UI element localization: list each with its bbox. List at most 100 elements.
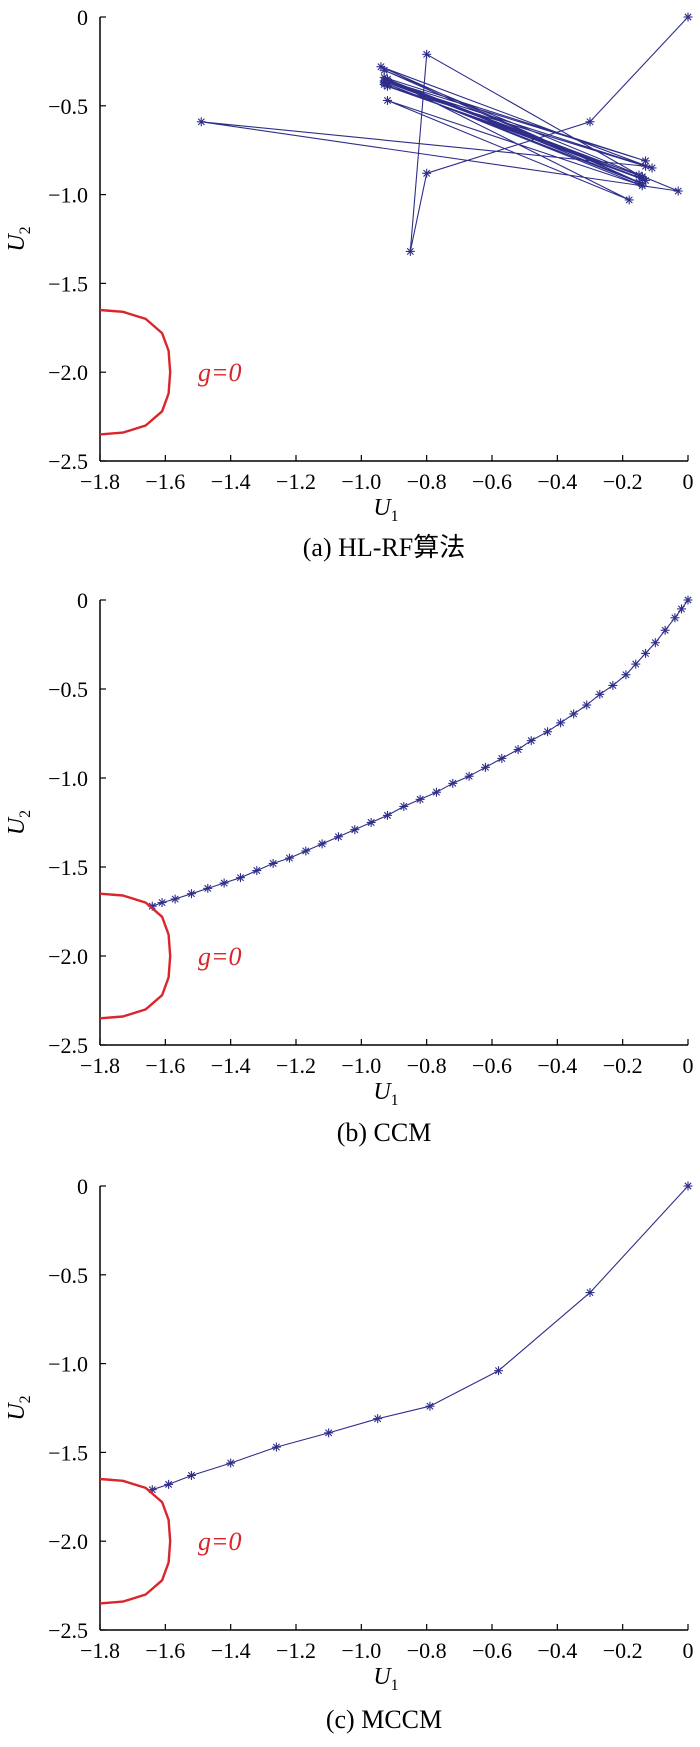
x-tick-label: −1.4 xyxy=(211,1053,251,1078)
iteration-path xyxy=(152,1185,689,1491)
data-point xyxy=(647,163,657,173)
x-tick-label: −1.2 xyxy=(276,469,316,494)
data-point xyxy=(405,246,415,256)
limit-state-label: g=0 xyxy=(198,942,242,971)
panel-c: −1.8 −1.6 −1.4 −1.2 −1.0 −0.8 −0.6 −0.4 −0.2 0 0 −0… xyxy=(4,1174,694,1734)
iteration-path xyxy=(152,599,689,907)
limit-state-curve xyxy=(99,892,172,1020)
x-axis-label-sub: 1 xyxy=(391,1677,399,1694)
y-axis-label-sub: 2 xyxy=(17,226,34,234)
y-tick-label: −1.5 xyxy=(48,1440,88,1465)
x-axis-label: U1 xyxy=(373,495,398,525)
x-tick-label: −0.6 xyxy=(472,469,512,494)
data-point xyxy=(271,1442,281,1452)
x-axis-label-sub: 1 xyxy=(391,508,399,525)
y-axis-label: U2 xyxy=(4,226,34,251)
iteration-path xyxy=(200,16,689,252)
data-point xyxy=(431,787,441,797)
x-tick-label: −0.2 xyxy=(603,1053,643,1078)
data-point xyxy=(543,727,553,737)
data-point xyxy=(252,866,262,876)
y-tick-label: 0 xyxy=(77,5,88,30)
data-point xyxy=(480,762,490,772)
x-tick-label: −0.4 xyxy=(537,1053,577,1078)
x-axis-label: U1 xyxy=(373,1664,398,1694)
data-point xyxy=(582,700,592,710)
x-tick-label: −1.0 xyxy=(341,469,381,494)
data-point xyxy=(513,745,523,755)
y-tick-label: −2.5 xyxy=(48,1033,88,1058)
data-point xyxy=(382,810,392,820)
data-point xyxy=(683,1181,693,1191)
panel-b: −1.8 −1.6 −1.4 −1.2 −1.0 −0.8 −0.6 −0.4 −0.2 0 0 −0… xyxy=(4,588,694,1147)
x-axis-label-sub: 1 xyxy=(391,1092,399,1109)
y-tick-label: −0.5 xyxy=(48,677,88,702)
data-point xyxy=(683,595,693,605)
x-tick-label: −0.6 xyxy=(472,1638,512,1663)
y-tick-label: −0.5 xyxy=(48,94,88,119)
data-point xyxy=(422,49,432,59)
data-point xyxy=(641,156,651,166)
data-point xyxy=(324,1428,334,1438)
x-tick-label: −1.8 xyxy=(80,1638,120,1663)
data-point xyxy=(186,1470,196,1480)
data-point xyxy=(333,832,343,842)
x-tick-label: 0 xyxy=(683,1638,694,1663)
data-point xyxy=(382,76,392,86)
y-tick-label: −1.0 xyxy=(48,183,88,208)
limit-state-label: g=0 xyxy=(198,358,242,387)
x-tick-label: −1.8 xyxy=(80,1053,120,1078)
x-tick-label: −1.2 xyxy=(276,1638,316,1663)
x-tick-label: −0.8 xyxy=(407,1053,447,1078)
y-axis-label-sub: 2 xyxy=(17,810,34,818)
data-point xyxy=(373,1414,383,1424)
x-tick-label: −1.0 xyxy=(341,1638,381,1663)
data-point xyxy=(585,1288,595,1298)
data-point xyxy=(650,638,660,648)
x-tick-label: −1.8 xyxy=(80,469,120,494)
y-tick-label: −2.5 xyxy=(48,449,88,474)
panel-a: −1.8 −1.6 −1.4 −1.2 −1.0 −0.8 −0.6 −0.4 −0.2 0 0 −0… xyxy=(4,5,694,562)
x-tick-label: −1.4 xyxy=(211,469,251,494)
data-point xyxy=(226,1458,236,1468)
data-point xyxy=(608,680,618,690)
data-point xyxy=(157,898,167,908)
data-point xyxy=(170,894,180,904)
data-point xyxy=(676,604,686,614)
data-point xyxy=(399,801,409,811)
x-tick-label: 0 xyxy=(683,1053,694,1078)
x-tick-label: −0.4 xyxy=(537,469,577,494)
x-tick-label: −1.4 xyxy=(211,1638,251,1663)
x-tick-label: −0.2 xyxy=(603,469,643,494)
y-tick-label: −1.0 xyxy=(48,766,88,791)
data-point xyxy=(186,889,196,899)
data-point xyxy=(235,873,245,883)
data-point xyxy=(164,1479,174,1489)
panel-caption: (a) HL-RF算法 xyxy=(303,533,465,562)
data-point xyxy=(673,186,683,196)
x-tick-label: −0.6 xyxy=(472,1053,512,1078)
data-point xyxy=(585,117,595,127)
data-point xyxy=(660,625,670,635)
y-tick-label: −1.5 xyxy=(48,855,88,880)
y-axis-label: U2 xyxy=(4,810,34,835)
data-point xyxy=(624,195,634,205)
x-tick-label: −1.6 xyxy=(145,1053,185,1078)
data-point xyxy=(268,858,278,868)
data-point xyxy=(494,1366,504,1376)
x-tick-label: −0.8 xyxy=(407,1638,447,1663)
data-point xyxy=(203,883,213,893)
x-tick-label: −0.8 xyxy=(407,469,447,494)
data-point xyxy=(415,794,425,804)
y-tick-label: −1.5 xyxy=(48,271,88,296)
y-tick-label: −2.0 xyxy=(48,1529,88,1554)
y-tick-label: −2.5 xyxy=(48,1618,88,1643)
data-point xyxy=(464,771,474,781)
data-point xyxy=(637,172,647,182)
data-point xyxy=(683,12,693,22)
y-tick-label: −1.0 xyxy=(48,1352,88,1377)
x-tick-label: −0.4 xyxy=(537,1638,577,1663)
data-point xyxy=(641,648,651,658)
data-point xyxy=(196,117,206,127)
